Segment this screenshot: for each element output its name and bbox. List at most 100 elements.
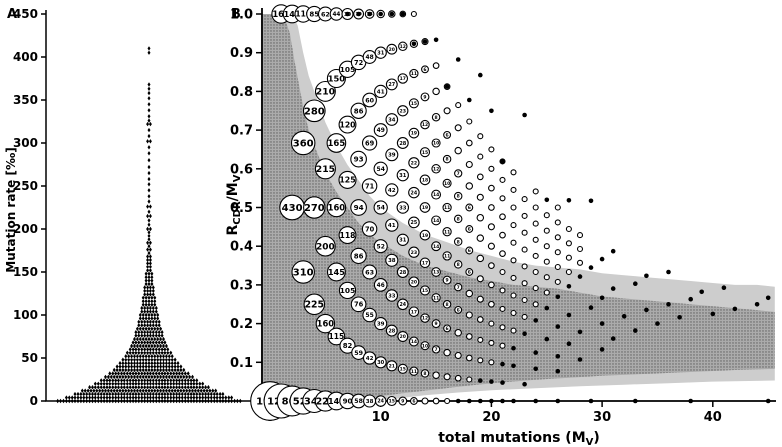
bubble-circle: [396, 233, 409, 246]
bubble-count-label: 21: [389, 364, 395, 370]
data-point-dot: [478, 72, 483, 78]
y-tick-label: 1.0: [230, 8, 253, 23]
bubble-count-label: 11: [411, 71, 417, 77]
bubble-count-label: 72: [354, 59, 364, 67]
bubble-count-label: 15: [400, 366, 406, 372]
data-point-dot: [633, 328, 638, 333]
bubble-circle: [431, 319, 441, 329]
bubble-circle: [510, 222, 517, 229]
bubble-circle: [314, 158, 336, 180]
bubble-circle: [510, 327, 517, 334]
data-point-dot: [444, 84, 450, 89]
bubble-circle: [338, 115, 357, 134]
bubble-count-label: 6: [412, 399, 415, 405]
bubble-count-label: 44: [332, 12, 340, 18]
bubble-circle: [373, 123, 388, 138]
bubble-circle: [420, 119, 430, 130]
data-point-dot: [610, 248, 616, 254]
bubble-circle: [442, 154, 452, 164]
bubble-circle: [291, 260, 315, 284]
bubble-circle: [532, 220, 539, 227]
bubble-circle: [532, 252, 539, 259]
bubble-circle: [510, 186, 517, 193]
data-point-dot: [599, 256, 605, 262]
bubble-count-label: 9: [423, 95, 426, 101]
data-point-dot: [533, 318, 538, 323]
data-point-dot: [577, 329, 583, 335]
bubble-circle: [396, 169, 409, 182]
data-point-dot: [555, 368, 561, 374]
data-point-dot: [489, 108, 494, 114]
bubble-circle: [361, 178, 378, 194]
data-point-dot: [688, 398, 693, 404]
data-point-dot: [566, 198, 572, 203]
bubble-circle: [488, 204, 495, 211]
bubble-count-label: 118: [339, 231, 355, 240]
bubble-circle: [576, 232, 584, 239]
y-tick-label: 450: [13, 7, 38, 21]
bubble-circle: [397, 105, 409, 117]
bubble-circle: [477, 336, 484, 343]
beeswarm-diamonds: [56, 46, 242, 404]
bubble-count-label: 25: [411, 220, 418, 226]
bubble-circle: [385, 148, 399, 162]
bubble-circle: [499, 213, 506, 221]
bubble-count-label: 19: [422, 233, 428, 239]
data-point-dot: [389, 11, 395, 17]
bubble-circle: [432, 371, 440, 379]
bubble-circle: [466, 376, 473, 383]
bubble-count-label: 6: [468, 227, 471, 233]
bubble-circle: [396, 201, 410, 214]
bubble-circle: [488, 339, 495, 346]
bubble-circle: [408, 276, 420, 288]
xlabel-close: ): [593, 430, 599, 446]
bubble-count-label: 34: [388, 118, 396, 124]
beeswarm-points: [56, 46, 242, 404]
bubble-circle: [576, 259, 584, 266]
bubble-circle: [397, 363, 408, 374]
bubble-count-label: 70: [365, 225, 375, 233]
bubble-count-label: 8: [457, 194, 460, 200]
bubble-circle: [465, 225, 474, 233]
bubble-count-label: 17: [422, 260, 428, 266]
bubble-circle: [521, 212, 528, 219]
bubble-circle: [350, 150, 367, 168]
bubble-circle: [499, 324, 506, 331]
bubble-circle: [554, 249, 561, 256]
bubble-circle: [510, 309, 517, 317]
bubble-count-label: 14: [411, 339, 417, 345]
data-point-dot: [555, 294, 561, 300]
y-tick-label: 0.2: [230, 317, 253, 332]
bubble-circle: [453, 260, 463, 269]
bubble-circle: [408, 127, 420, 139]
bubble-circle: [499, 305, 506, 312]
data-point-dot: [455, 398, 461, 404]
bubble-circle: [421, 65, 429, 74]
bubble-circle: [499, 250, 506, 257]
bubble-circle: [510, 239, 517, 246]
bubble-circle: [338, 170, 357, 189]
bubble-circle: [488, 262, 495, 269]
bubble-circle: [521, 246, 528, 253]
bubble-count-label: 93: [354, 155, 364, 164]
data-point-dot: [732, 306, 738, 312]
bubble-circle: [302, 99, 326, 123]
bubble-circle: [362, 264, 378, 280]
data-point-dot: [455, 57, 461, 62]
bubble-circle: [488, 165, 495, 172]
data-point-dot: [588, 265, 594, 270]
bubble-circle: [408, 246, 420, 258]
bubble-count-label: 69: [365, 139, 375, 147]
panel-a-ylabel: Mutation rate [‰]: [4, 147, 18, 272]
data-point-dot: [544, 197, 550, 203]
bubble-circle: [386, 43, 398, 55]
bubble-circle: [408, 98, 419, 109]
bubble-circle: [373, 200, 388, 215]
bubble-count-label: 63: [365, 268, 374, 276]
bubble-circle: [431, 345, 441, 354]
bubble-circle: [409, 366, 419, 376]
panel-a-axes: 0 50 100 150 200 250 300 350 400 450: [13, 7, 252, 408]
data-point-dot: [400, 11, 406, 17]
bubble-count-label: 7: [457, 285, 460, 291]
